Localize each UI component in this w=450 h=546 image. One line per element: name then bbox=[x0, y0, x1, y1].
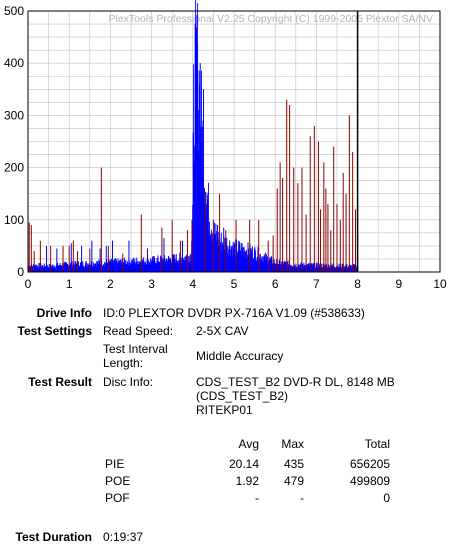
disc-info-label: Disc Info: bbox=[103, 375, 154, 389]
pof-avg: - bbox=[255, 491, 259, 505]
pie-avg: 20.14 bbox=[228, 457, 259, 471]
x-tick-label: 6 bbox=[272, 277, 279, 291]
x-axis-ticks: 0 1 2 3 4 5 6 7 8 9 10 bbox=[25, 277, 447, 291]
row-name-pie: PIE bbox=[105, 457, 125, 471]
pof-max: - bbox=[300, 491, 304, 505]
y-tick-label: 500 bbox=[4, 4, 24, 18]
plot-frame bbox=[27, 10, 441, 273]
pie-max: 435 bbox=[283, 457, 304, 471]
read-speed-value: 2-5X CAV bbox=[196, 324, 249, 338]
test-settings-label: Test Settings bbox=[17, 324, 92, 338]
x-tick-label: 2 bbox=[107, 277, 114, 291]
y-tick-label: 100 bbox=[4, 213, 24, 227]
y-axis-ticks: 0 100 200 300 400 500 bbox=[4, 4, 24, 279]
interval-value: Middle Accuracy bbox=[196, 349, 284, 363]
test-duration-label: Test Duration bbox=[15, 530, 92, 544]
interval-label-line2: Length: bbox=[103, 356, 144, 370]
x-tick-label: 1 bbox=[66, 277, 73, 291]
test-result-label: Test Result bbox=[28, 375, 92, 389]
x-tick-label: 9 bbox=[395, 277, 402, 291]
pof-total: 0 bbox=[383, 491, 390, 505]
row-name-poe: POE bbox=[105, 474, 131, 488]
pie-total: 656205 bbox=[349, 457, 390, 471]
y-tick-label: 0 bbox=[17, 265, 24, 279]
y-tick-label: 200 bbox=[4, 161, 24, 175]
drive-info-label: Drive Info bbox=[36, 306, 92, 320]
chart-grid bbox=[27, 10, 441, 273]
interval-label-line1: Test Interval bbox=[103, 342, 168, 356]
disc-info-line1: CDS_TEST_B2 DVD-R DL, 8148 MB bbox=[196, 375, 395, 389]
x-tick-label: 3 bbox=[148, 277, 155, 291]
col-header-total: Total bbox=[364, 437, 390, 451]
col-header-max: Max bbox=[281, 437, 304, 451]
y-tick-label: 400 bbox=[4, 56, 24, 70]
row-name-pof: POF bbox=[105, 491, 130, 505]
watermark: PlexTools Professional V2.25 Copyright (… bbox=[109, 13, 434, 25]
x-tick-label: 8 bbox=[354, 277, 361, 291]
drive-info-value: ID:0 PLEXTOR DVDR PX-716A V1.09 (#538633… bbox=[103, 306, 365, 320]
poe-total: 499809 bbox=[349, 474, 390, 488]
disc-info-line3: RITEKP01 bbox=[196, 403, 253, 417]
x-tick-label: 7 bbox=[313, 277, 320, 291]
x-tick-label: 0 bbox=[25, 277, 32, 291]
disc-info-line2: (CDS_TEST_B2) bbox=[196, 389, 289, 403]
read-speed-label: Read Speed: bbox=[103, 324, 174, 338]
poe-avg: 1.92 bbox=[235, 474, 259, 488]
pif-series bbox=[28, 99, 357, 272]
pie-chart: PlexTools Professional V2.25 Copyright (… bbox=[4, 0, 447, 291]
col-header-avg: Avg bbox=[238, 437, 259, 451]
x-tick-label: 5 bbox=[231, 277, 238, 291]
x-tick-label: 10 bbox=[433, 277, 447, 291]
test-duration-value: 0:19:37 bbox=[103, 530, 144, 544]
poe-max: 479 bbox=[283, 474, 304, 488]
y-tick-label: 300 bbox=[4, 108, 24, 122]
x-tick-label: 4 bbox=[189, 277, 196, 291]
